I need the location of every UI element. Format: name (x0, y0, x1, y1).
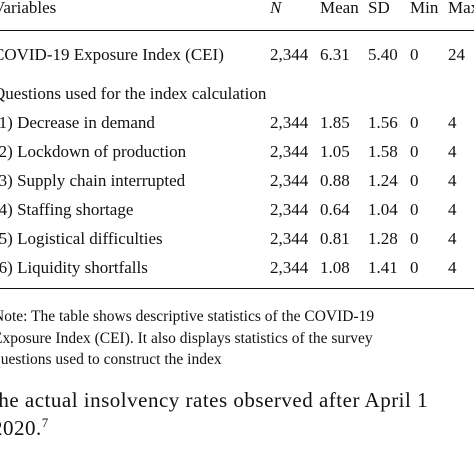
question-3-mean: 0.88 (320, 171, 350, 190)
question-1-min: 0 (410, 113, 419, 132)
question-3-label: (3) Supply chain interrupted (0, 171, 186, 190)
question-4-sd: 1.04 (368, 200, 398, 219)
question-6-n: 2,344 (270, 258, 309, 277)
question-4-n: 2,344 (270, 200, 309, 219)
question-5-max: 4 (448, 229, 457, 248)
question-2-mean: 1.05 (320, 142, 350, 161)
question-1-n: 2,344 (270, 113, 309, 132)
note-line-2: Exposure Index (CEI). It also displays s… (0, 329, 373, 347)
footnote-marker[interactable]: 7 (41, 415, 49, 430)
question-5-min: 0 (410, 229, 419, 248)
body-paragraph: the actual insolvency rates observed aft… (0, 386, 428, 442)
question-5-sd: 1.28 (368, 229, 398, 248)
question-5-n: 2,344 (270, 229, 309, 248)
question-5-label: (5) Logistical difficulties (0, 229, 163, 248)
header-n-label: N (270, 0, 282, 17)
question-2-n: 2,344 (270, 142, 309, 161)
header-mean: Mean (320, 0, 359, 17)
note-line-1: Note: The table shows descriptive statis… (0, 308, 375, 325)
question-2-sd: 1.58 (368, 142, 398, 161)
section-label: Questions used for the index calculation (0, 84, 267, 103)
question-6-max: 4 (448, 258, 457, 277)
question-6-label: (6) Liquidity shortfalls (0, 258, 148, 277)
index-row-min: 0 (410, 45, 419, 64)
question-3-sd: 1.24 (368, 171, 398, 190)
question-4-min: 0 (410, 200, 419, 219)
question-3-max: 4 (448, 171, 457, 190)
header-sd: SD (368, 0, 390, 17)
question-3-min: 0 (410, 171, 419, 190)
index-row-max: 24 (448, 45, 465, 64)
body-line-1: the actual insolvency rates observed aft… (0, 388, 429, 412)
question-4-label: (4) Staffing shortage (0, 200, 134, 219)
table-bottom-rule (0, 288, 474, 289)
question-6-mean: 1.08 (320, 258, 350, 277)
question-6-sd: 1.41 (368, 258, 398, 277)
header-min: Min (410, 0, 439, 17)
table-top-rule (0, 30, 474, 31)
question-2-min: 0 (410, 142, 419, 161)
question-4-max: 4 (448, 200, 457, 219)
index-row-sd: 5.40 (368, 45, 398, 64)
question-5-mean: 0.81 (320, 229, 350, 248)
header-variables: Variables (0, 0, 57, 17)
body-line-2: 2020.7 (0, 414, 428, 442)
index-row-label: COVID-19 Exposure Index (CEI) (0, 45, 224, 64)
index-row-n: 2,344 (270, 45, 309, 64)
question-1-mean: 1.85 (320, 113, 350, 132)
question-4-mean: 0.64 (320, 200, 350, 219)
body-line-2-text: 2020. (0, 416, 42, 440)
question-3-n: 2,344 (270, 171, 309, 190)
question-1-max: 4 (448, 113, 457, 132)
question-2-label: (2) Lockdown of production (0, 142, 187, 161)
header-n: N (270, 0, 281, 18)
question-6-min: 0 (410, 258, 419, 277)
note-line-3: questions used to construct the index (0, 351, 222, 368)
header-max: Max (448, 0, 474, 17)
question-1-sd: 1.56 (368, 113, 398, 132)
table-note: Note: The table shows descriptive statis… (0, 306, 474, 371)
index-row-mean: 6.31 (320, 45, 350, 64)
question-1-label: (1) Decrease in demand (0, 113, 155, 132)
question-2-max: 4 (448, 142, 457, 161)
